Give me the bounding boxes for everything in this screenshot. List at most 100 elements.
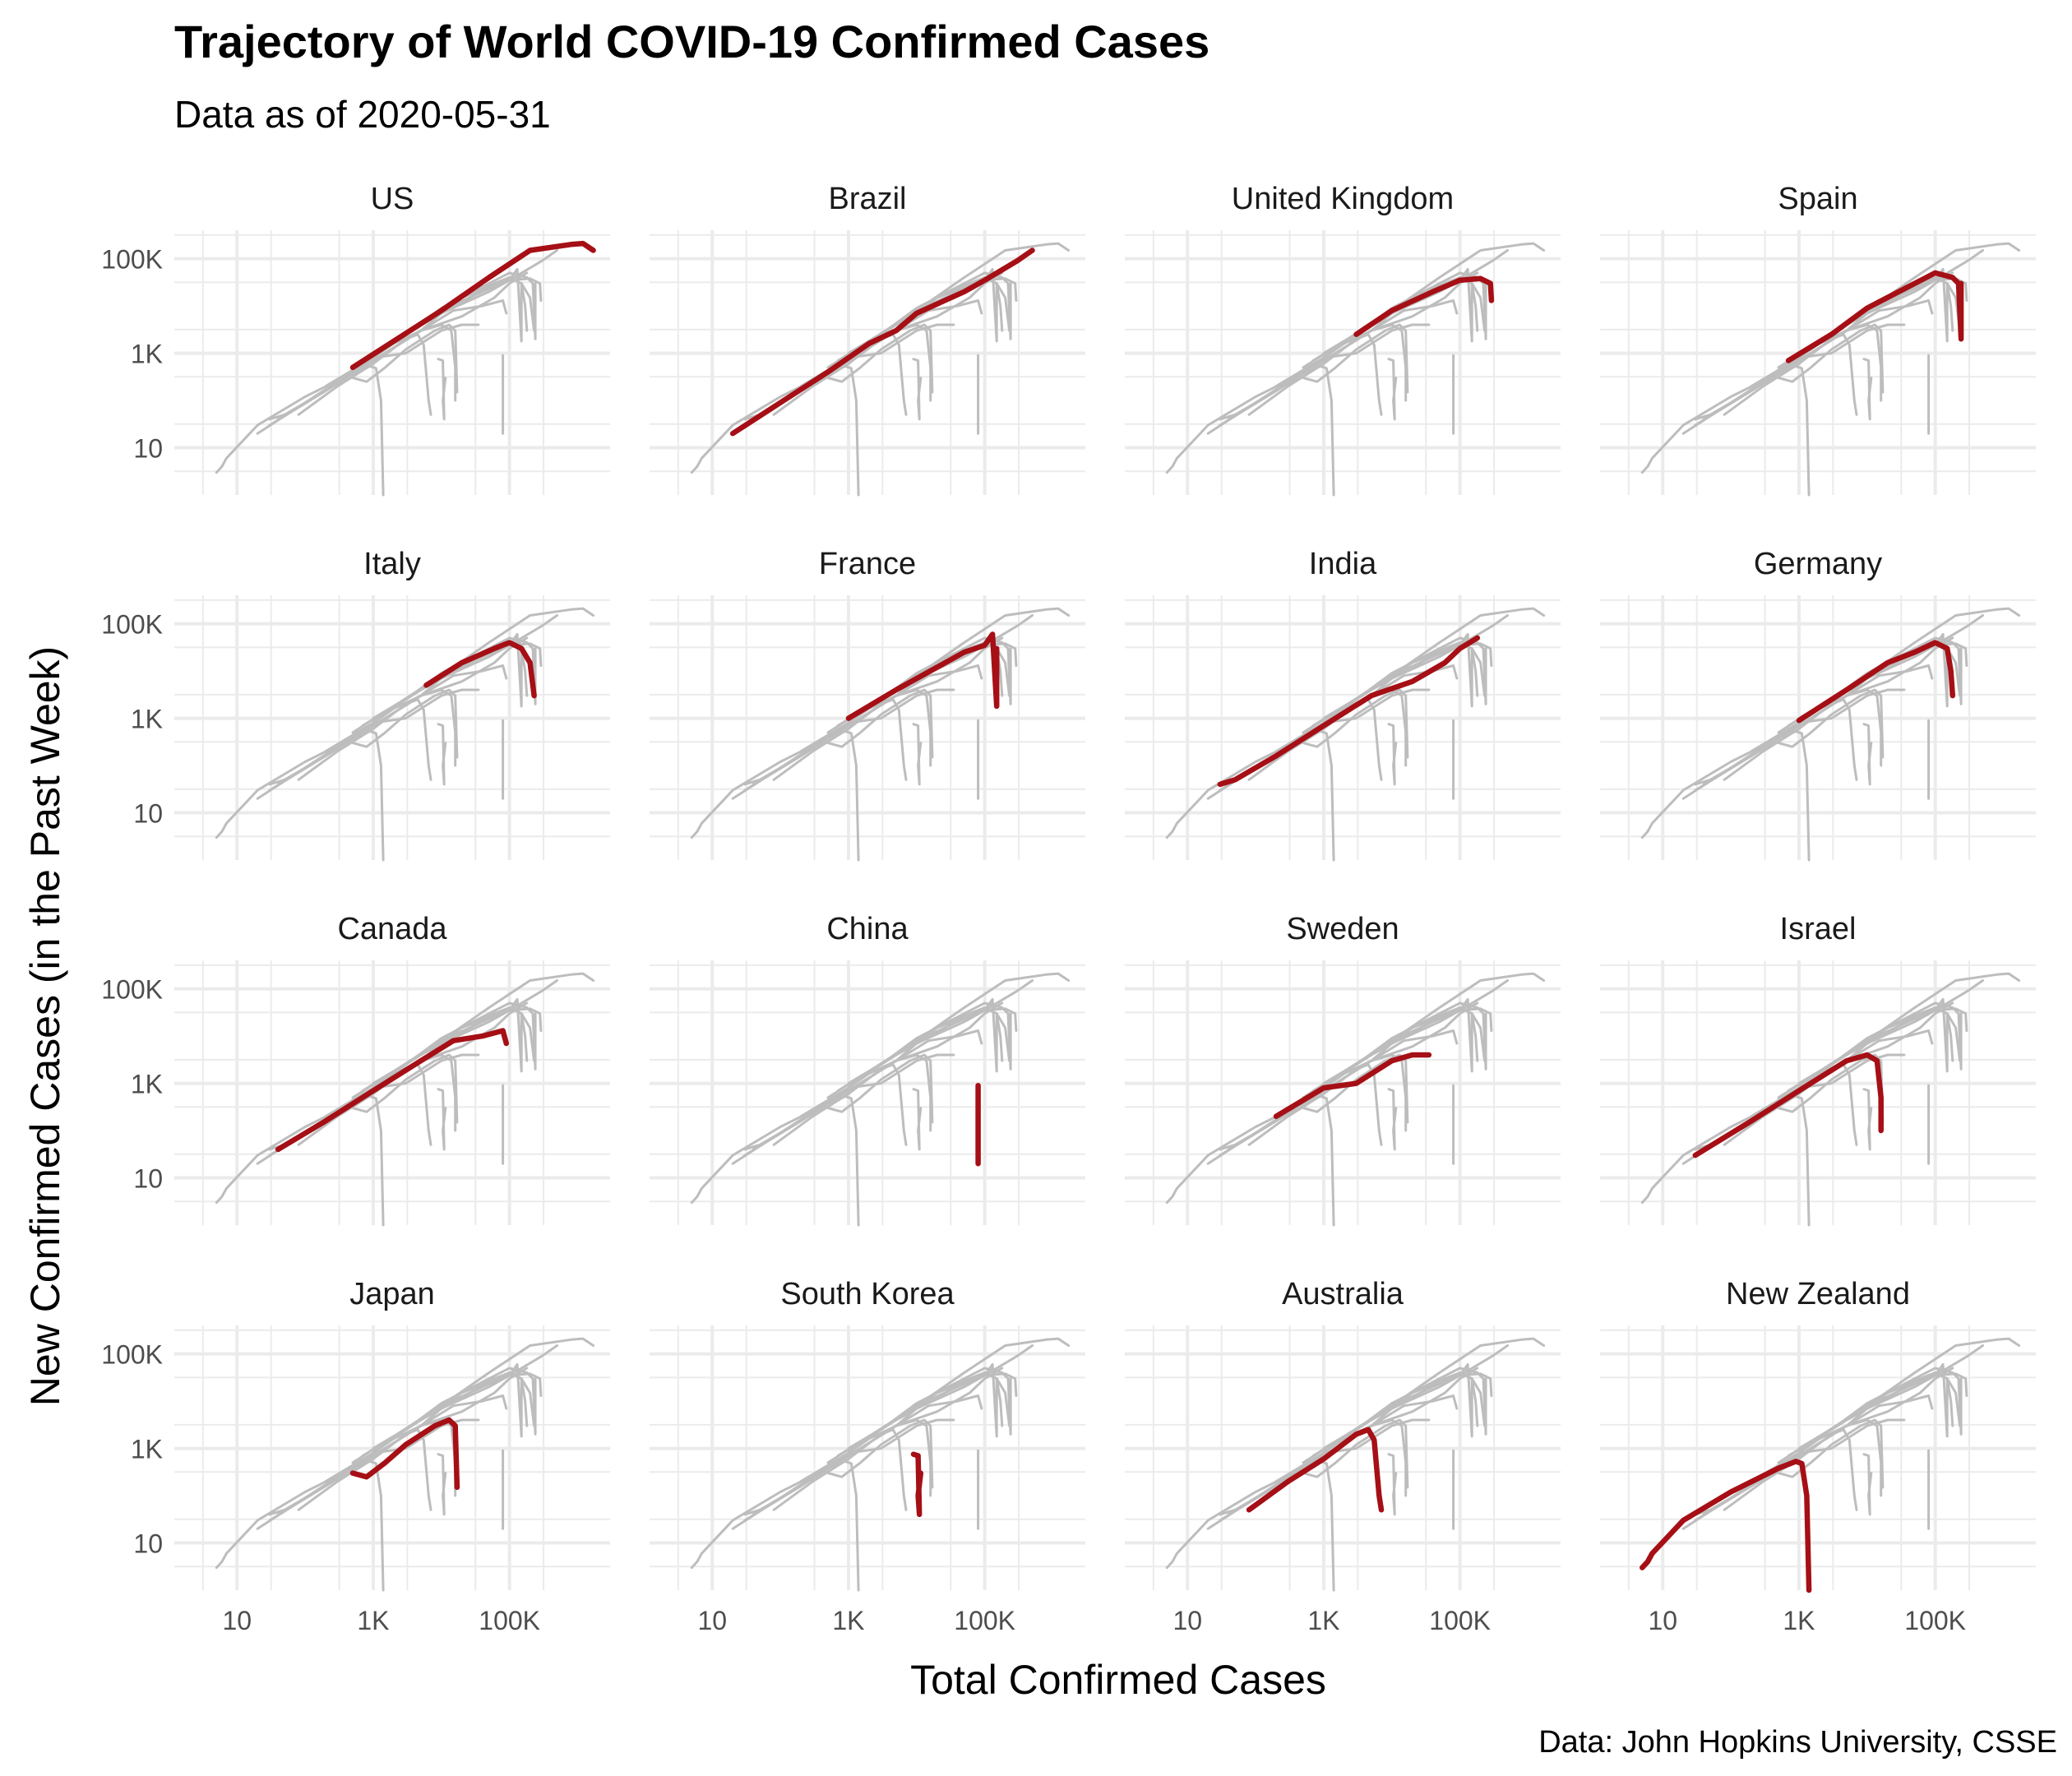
facet-panel: Spain [1600,182,2036,497]
background-series-line [215,729,385,862]
facet-panel: Canada 10 1K 100K [101,912,610,1227]
facet-label: Germany [1754,547,1882,581]
background-series-line [1322,1006,1479,1087]
facet-label: India [1309,547,1377,581]
highlight-series-line [910,1451,924,1518]
highlight-series-line [423,640,537,699]
background-series-line [437,723,447,786]
background-series-line [324,688,480,753]
background-series-line [268,688,457,792]
x-tick-label: 10 [222,1606,252,1635]
highlight-series-line [729,247,1035,437]
background-series-line [847,1371,1004,1452]
background-series-line [1165,729,1335,862]
background-series-line [1723,698,1858,781]
background-series-line [324,1418,480,1483]
x-tick-label: 100K [1904,1606,1966,1635]
highlight-series-line [1785,270,1964,363]
background-series-line [297,1428,432,1511]
x-tick-label: 10 [1648,1606,1677,1635]
background-series-line [772,1063,908,1146]
background-series-line [1165,364,1335,497]
background-series-line [1723,1428,1858,1511]
highlight-series-line [1796,640,1956,724]
background-series-line [1862,1453,1873,1516]
facet-panel: France [650,547,1085,862]
background-series-line [1640,729,1811,862]
background-series-line [1640,364,1811,497]
background-series-line [1862,358,1873,421]
facet-label: Japan [349,1277,435,1311]
background-series-line [297,333,432,416]
x-tick-label: 1K [1783,1606,1815,1635]
background-series-line [1387,358,1398,421]
background-series-line [690,1459,860,1592]
background-series-line [1862,1088,1873,1151]
y-tick-label: 10 [133,1529,163,1559]
background-series-line [743,688,932,792]
y-tick-label: 100K [101,245,163,275]
background-series-line [372,1006,529,1087]
background-series-line [1322,641,1479,722]
facet-label: US [371,182,414,216]
facet-label: Spain [1778,182,1857,216]
background-series-line [1862,723,1873,786]
background-series-line [799,1053,955,1118]
background-series-line [772,1428,908,1511]
background-series-line [215,364,385,497]
background-series-line [437,358,447,421]
facet-label: Brazil [828,182,906,216]
y-tick-label: 1K [131,1070,163,1099]
background-series-line [268,323,457,427]
facet-label: Canada [337,912,447,946]
background-series-line [437,1453,447,1516]
x-tick-label: 1K [832,1606,864,1635]
background-series-line [1694,1418,1883,1522]
facet-label: New Zealand [1726,1277,1910,1311]
y-tick-label: 1K [131,705,163,734]
facet-label: Australia [1282,1277,1404,1311]
highlight-series-line [1246,1427,1385,1513]
background-series-line [1247,333,1383,416]
background-series-line [1640,1094,1811,1227]
background-series-line [1219,1053,1408,1157]
x-tick-label: 1K [1307,1606,1339,1635]
facet-label: South Korea [780,1277,955,1311]
background-series-line [215,1094,385,1227]
facet-label: United Kingdom [1232,182,1454,216]
background-series-line [912,1088,923,1151]
background-series-line [1750,323,1906,388]
facet-label: China [826,912,909,946]
facet-panel: India [1125,547,1561,862]
y-tick-label: 1K [131,1435,163,1464]
background-series-line [1750,688,1906,753]
facet-panel: Sweden [1125,912,1561,1227]
background-series-line [690,1094,860,1227]
background-series-line [351,607,595,734]
background-series-line [1750,1418,1906,1483]
highlight-series-line [349,240,596,371]
background-series-line [690,729,860,862]
background-series-line [690,364,860,497]
highlight-series-line [1217,635,1481,788]
background-series-line [1694,323,1883,427]
background-series-line [1777,1337,2021,1464]
highlight-series-line [1273,1052,1432,1119]
x-tick-label: 10 [1172,1606,1202,1635]
facet-label: Israel [1780,912,1857,946]
y-tick-label: 100K [101,1340,163,1370]
y-axis-title: New Confirmed Cases (in the Past Week) [22,646,68,1406]
background-series-line [826,972,1071,1099]
background-series-line [799,1418,955,1483]
facet-label: France [819,547,916,581]
facet-panel: US 10 1K 100K [101,182,610,497]
background-series-line [215,1459,385,1592]
highlight-series-line [845,631,1000,721]
background-series-line [1723,333,1858,416]
background-series-line [297,698,432,781]
x-tick-label: 100K [954,1606,1015,1635]
background-series-line [826,1337,1071,1464]
background-series-line [743,1053,932,1157]
background-series-line [1777,607,2021,734]
